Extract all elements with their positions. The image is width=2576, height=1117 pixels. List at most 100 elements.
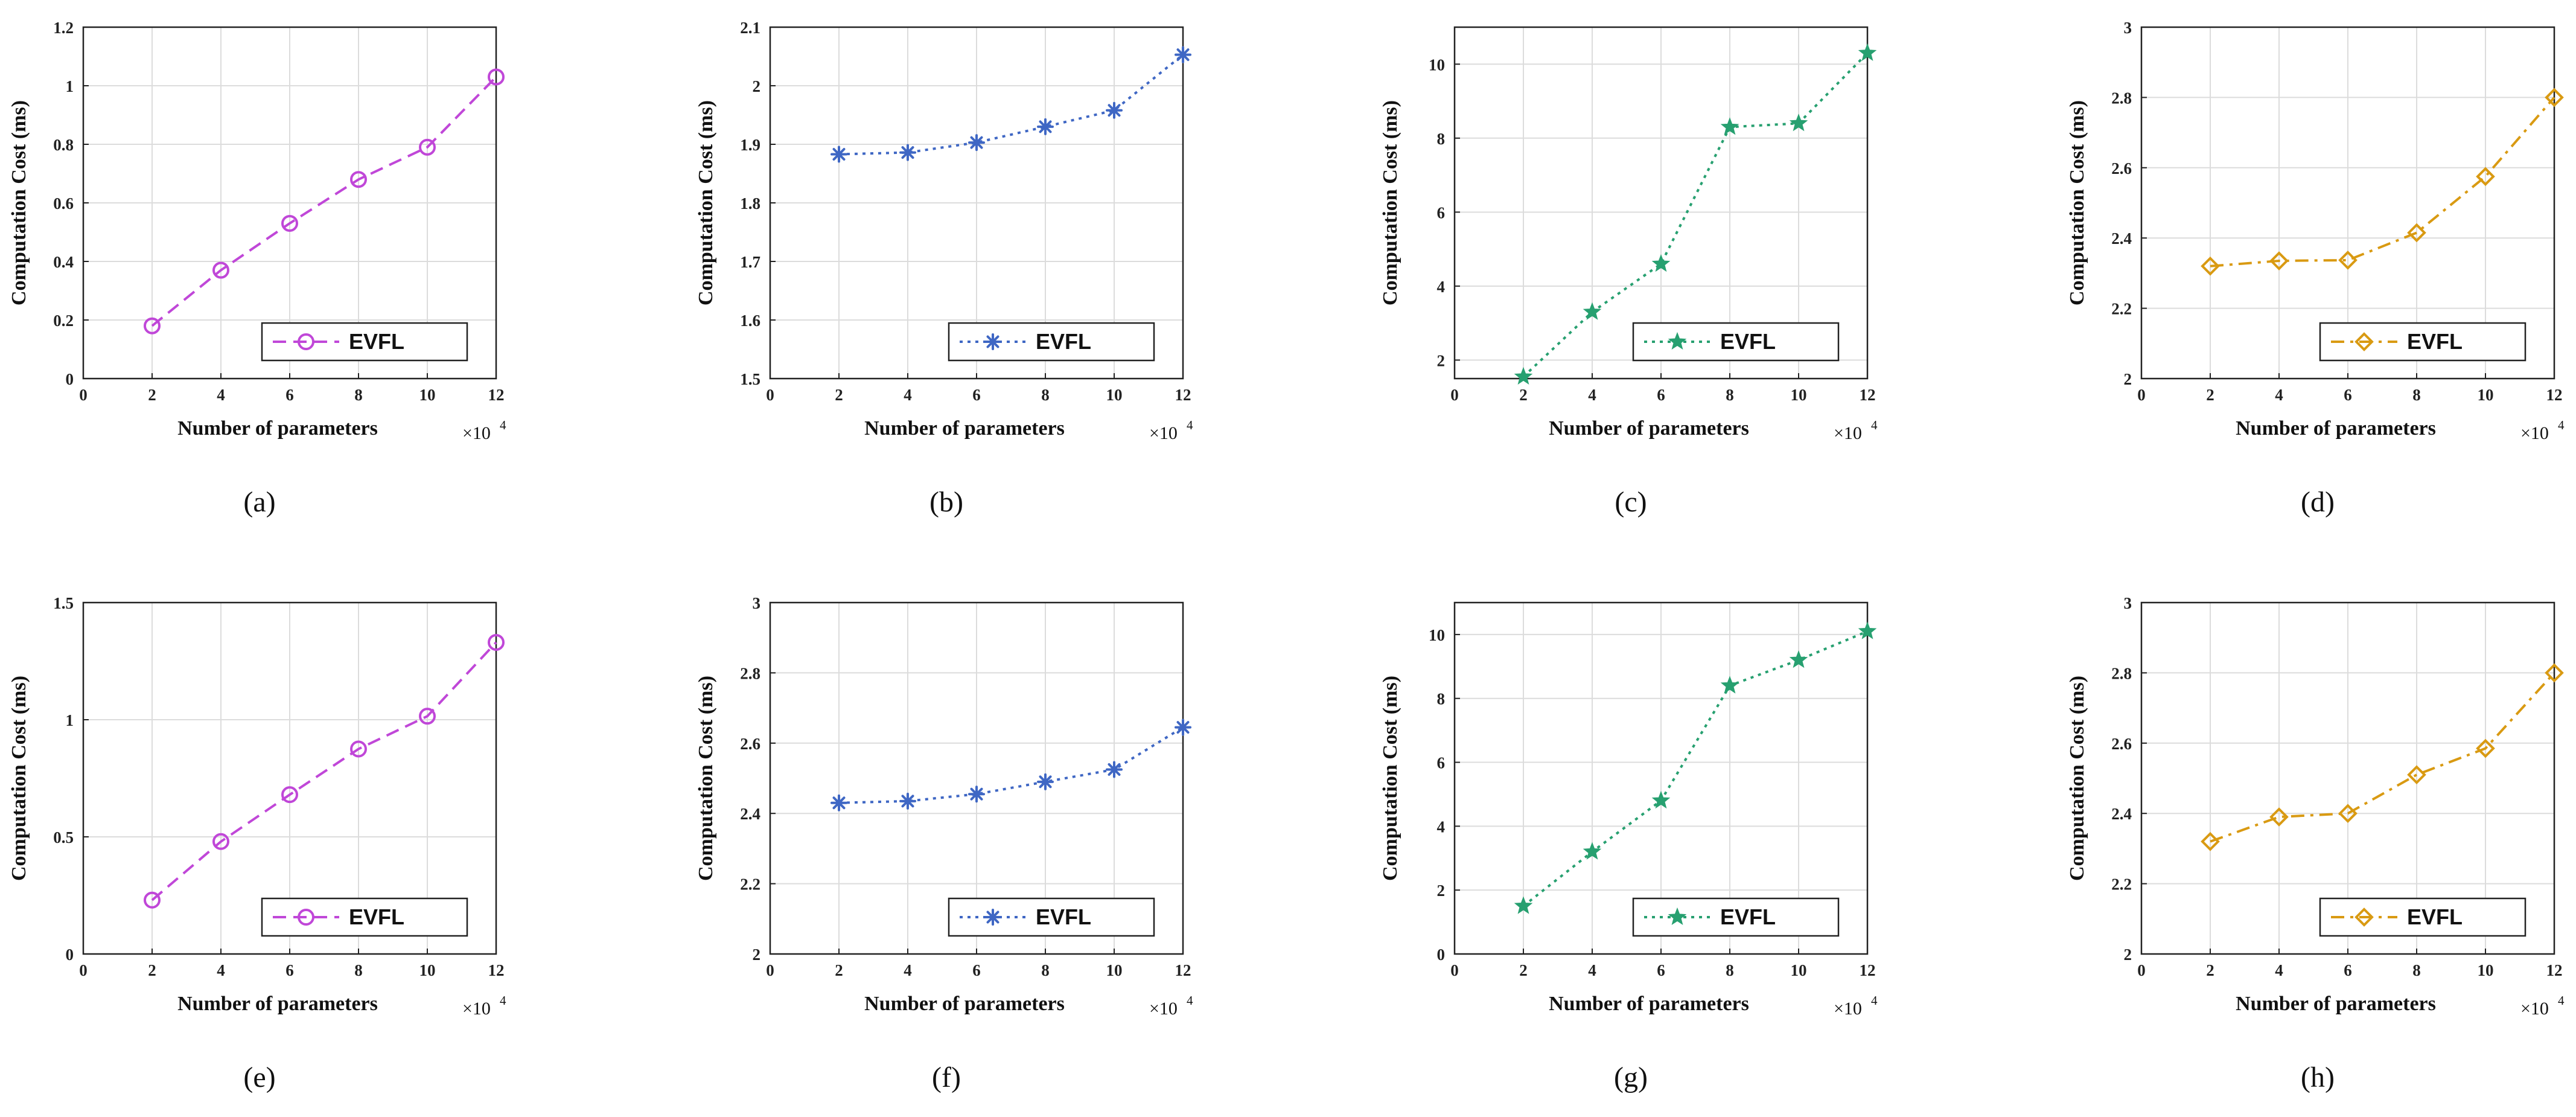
- chart-panel: 0 2 4 6 8 10 12 0 2 4 6 8 10 EVFL Number of parameters…: [1379, 601, 1878, 1093]
- y-axis-label: Computation Cost (ms): [695, 100, 717, 306]
- x-tick-label: 6: [972, 961, 981, 979]
- y-tick-label: 2: [2124, 370, 2132, 388]
- y-tick-label: 2.4: [2111, 229, 2132, 248]
- x-axis-label: Number of parameters: [1549, 417, 1749, 440]
- y-tick-label: 6: [1437, 754, 1446, 772]
- y-tick-label: 1.8: [740, 194, 760, 213]
- x-axis-multiplier: ×10: [1149, 999, 1178, 1019]
- panel-caption: (h): [2301, 1061, 2335, 1093]
- x-tick-label: 10: [1106, 386, 1123, 404]
- x-axis-multiplier: ×10: [1834, 999, 1862, 1019]
- x-axis-exponent: 4: [1871, 993, 1878, 1008]
- data-point-evfl: [1514, 896, 1533, 914]
- y-tick-label: 2.8: [2111, 89, 2132, 107]
- x-tick-label: 12: [2546, 386, 2563, 404]
- x-tick-label: 4: [1588, 386, 1596, 404]
- data-point-evfl: [1789, 114, 1808, 132]
- series-line-evfl: [2210, 672, 2555, 843]
- x-tick-label: 10: [1791, 386, 1807, 404]
- y-tick-label: 1: [66, 711, 74, 729]
- data-point-evfl: [2545, 88, 2564, 107]
- x-tick-label: 12: [1175, 386, 1191, 404]
- data-point-evfl: [488, 68, 505, 86]
- x-tick-label: 12: [1860, 961, 1876, 979]
- axes-frame: [769, 601, 1184, 955]
- y-tick-label: 2: [753, 946, 761, 964]
- x-tick-label: 6: [285, 961, 294, 979]
- legend-marker: [1668, 331, 1687, 350]
- y-tick-label: 0: [1437, 946, 1446, 964]
- x-tick-label: 0: [766, 386, 774, 404]
- x-tick-label: 4: [2275, 961, 2283, 979]
- x-tick-label: 4: [904, 961, 912, 979]
- x-tick-label: 6: [2344, 386, 2352, 404]
- data-point-evfl: [1514, 366, 1533, 385]
- y-tick-label: 2.4: [740, 805, 760, 823]
- data-point-evfl: [2338, 251, 2358, 270]
- x-tick-label: 10: [419, 386, 436, 404]
- x-axis-label: Number of parameters: [177, 417, 378, 440]
- data-point-evfl: [831, 146, 847, 163]
- x-tick-label: 12: [2546, 961, 2563, 979]
- legend-marker: [984, 333, 1001, 350]
- y-tick-label: 2.6: [740, 735, 760, 753]
- y-tick-label: 10: [1429, 626, 1445, 644]
- x-axis-label: Number of parameters: [1549, 993, 1749, 1015]
- x-tick-label: 2: [2206, 386, 2214, 404]
- y-tick-label: 4: [1437, 278, 1446, 296]
- y-tick-label: 2.4: [2111, 805, 2132, 823]
- x-tick-label: 8: [1041, 961, 1050, 979]
- axes-frame: [2140, 26, 2555, 380]
- data-point-evfl: [2476, 738, 2495, 758]
- data-point-evfl: [350, 171, 367, 188]
- y-axis-label: Computation Cost (ms): [8, 676, 30, 881]
- axes-frame: [1453, 26, 1869, 380]
- data-point-evfl: [2201, 256, 2220, 276]
- x-tick-label: 0: [766, 961, 774, 979]
- x-axis-multiplier: ×10: [462, 999, 491, 1019]
- y-tick-label: 1.5: [53, 594, 74, 612]
- y-tick-label: 2: [1437, 882, 1446, 900]
- x-axis-exponent: 4: [1187, 993, 1193, 1008]
- data-point-evfl: [1583, 842, 1602, 860]
- y-tick-label: 1.6: [740, 312, 760, 330]
- x-tick-label: 0: [1450, 386, 1459, 404]
- y-tick-label: 2.6: [2111, 159, 2132, 178]
- x-tick-label: 2: [835, 961, 843, 979]
- y-tick-label: 2.6: [2111, 735, 2132, 753]
- legend-marker: [1668, 907, 1687, 925]
- data-point-evfl: [419, 138, 436, 156]
- legend-label: EVFL: [1720, 904, 1776, 929]
- x-tick-label: 12: [1860, 386, 1876, 404]
- y-axis-label: Computation Cost (ms): [2066, 676, 2088, 881]
- y-tick-label: 2.2: [2111, 300, 2132, 318]
- panel-caption: (b): [929, 486, 963, 518]
- legend-label: EVFL: [2407, 904, 2463, 929]
- x-tick-label: 2: [1519, 961, 1528, 979]
- legend-marker: [2354, 332, 2374, 351]
- data-point-evfl: [968, 786, 985, 803]
- x-axis-exponent: 4: [500, 418, 506, 432]
- y-tick-label: 1.7: [740, 253, 760, 271]
- legend-label: EVFL: [349, 329, 404, 354]
- chart-panel: 0 2 4 6 8 10 12 0 0.5 1 1.5 EVFL Number of parameter…: [8, 594, 506, 1093]
- x-tick-label: 2: [835, 386, 843, 404]
- legend-marker: [984, 909, 1001, 926]
- data-point-evfl: [1651, 790, 1671, 809]
- y-tick-label: 2: [2124, 946, 2132, 964]
- x-tick-label: 10: [1106, 961, 1123, 979]
- x-axis-multiplier: ×10: [1834, 423, 1862, 443]
- y-tick-label: 0.2: [53, 312, 74, 330]
- data-point-evfl: [419, 708, 436, 725]
- x-tick-label: 10: [419, 961, 436, 979]
- x-axis-exponent: 4: [2558, 993, 2565, 1008]
- x-tick-label: 8: [1726, 961, 1734, 979]
- x-tick-label: 0: [79, 961, 88, 979]
- y-tick-label: 2: [753, 77, 761, 95]
- legend-label: EVFL: [1036, 329, 1091, 354]
- x-axis-multiplier: ×10: [2520, 423, 2549, 443]
- x-axis-label: Number of parameters: [2236, 417, 2436, 440]
- legend-label: EVFL: [1036, 904, 1091, 929]
